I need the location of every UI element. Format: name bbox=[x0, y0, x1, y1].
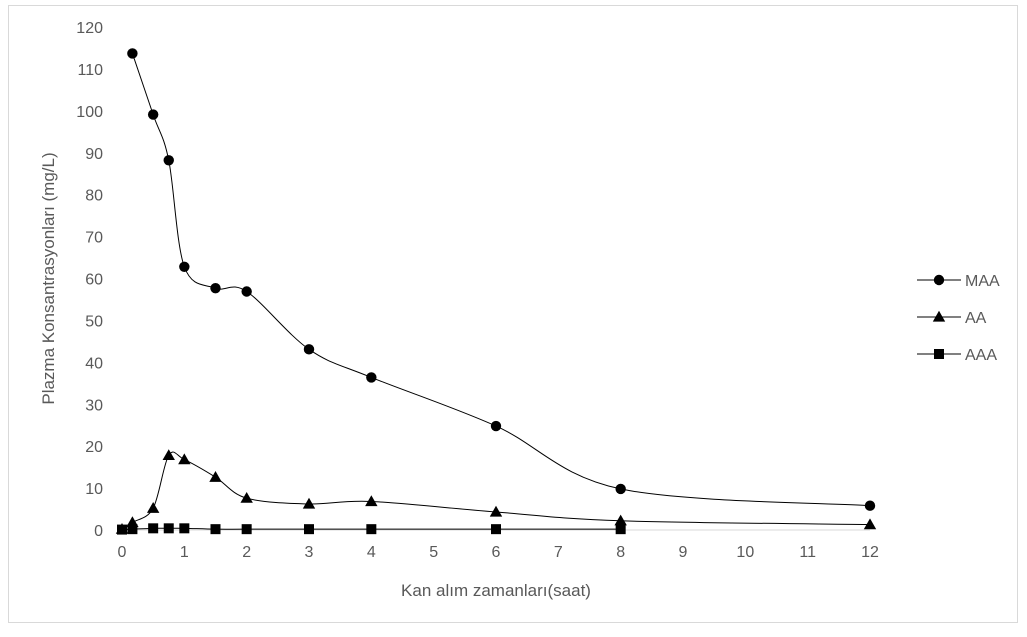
x-tick-label: 5 bbox=[429, 544, 438, 561]
data-point-square bbox=[491, 524, 501, 535]
data-point-square bbox=[366, 524, 377, 535]
data-point-triangle bbox=[240, 491, 253, 503]
legend-marker-square bbox=[934, 349, 944, 359]
data-point-circle bbox=[303, 344, 315, 355]
chart-frame bbox=[8, 5, 1018, 623]
data-point-triangle bbox=[365, 495, 378, 507]
data-point-circle bbox=[147, 109, 159, 120]
axes: 0 1 2 3 4 5 6 7 8 9 10 11 12010203040506070809010011… bbox=[76, 20, 879, 561]
series-layer bbox=[115, 48, 877, 535]
legend-item-maa: MAA bbox=[917, 273, 1000, 290]
y-tick-label: 70 bbox=[85, 230, 103, 247]
legend-item-aa: AA bbox=[917, 310, 987, 327]
x-tick-label: 7 bbox=[554, 544, 563, 561]
data-point-triangle bbox=[302, 497, 316, 509]
y-tick-label: 110 bbox=[77, 62, 103, 79]
y-tick-label: 80 bbox=[85, 188, 103, 205]
y-tick-label: 0 bbox=[94, 523, 103, 540]
x-tick-label: 2 bbox=[242, 544, 251, 561]
data-point-square bbox=[304, 524, 314, 535]
y-tick-label: 40 bbox=[85, 355, 103, 372]
data-point-square bbox=[179, 523, 190, 534]
legend-label: AAA bbox=[965, 347, 997, 364]
legend-label: MAA bbox=[965, 273, 1000, 290]
x-tick-label: 6 bbox=[492, 544, 501, 561]
series-aaa bbox=[117, 523, 626, 535]
x-tick-label: 10 bbox=[736, 544, 754, 561]
data-point-circle bbox=[241, 286, 252, 297]
series-line bbox=[121, 451, 871, 530]
data-point-circle bbox=[366, 372, 377, 383]
data-point-circle bbox=[615, 483, 626, 495]
data-point-circle bbox=[163, 155, 174, 166]
legend-marker-circle bbox=[933, 274, 945, 286]
data-point-circle bbox=[210, 282, 221, 294]
y-tick-label: 120 bbox=[76, 20, 103, 37]
series-line bbox=[131, 53, 871, 507]
legend-item-aaa: AAA bbox=[917, 347, 997, 364]
legend-label: AA bbox=[965, 310, 987, 327]
data-point-square bbox=[117, 524, 127, 535]
series-maa bbox=[127, 48, 876, 511]
x-tick-label: 4 bbox=[367, 544, 376, 561]
data-point-square bbox=[241, 524, 252, 535]
data-point-square bbox=[148, 523, 159, 534]
x-tick-label: 0 bbox=[118, 544, 127, 561]
y-tick-label: 30 bbox=[85, 397, 103, 414]
data-point-square bbox=[163, 523, 174, 534]
y-tick-label: 20 bbox=[85, 439, 103, 456]
data-point-triangle bbox=[209, 470, 222, 482]
data-point-square bbox=[127, 524, 138, 535]
series-aa bbox=[115, 449, 877, 534]
data-point-triangle bbox=[863, 518, 877, 530]
data-point-square bbox=[210, 524, 221, 535]
y-tick-label: 100 bbox=[76, 104, 103, 121]
data-point-circle bbox=[179, 261, 190, 272]
y-tick-label: 10 bbox=[85, 481, 103, 498]
y-axis-title: Plazma Konsantrasyonları (mg/L) bbox=[39, 152, 58, 404]
x-axis-title: Kan alım zamanları(saat) bbox=[401, 581, 591, 600]
y-tick-label: 50 bbox=[85, 313, 103, 330]
x-tick-label: 8 bbox=[616, 544, 625, 561]
data-point-triangle bbox=[178, 453, 191, 465]
data-point-triangle bbox=[489, 505, 503, 517]
x-tick-label: 12 bbox=[861, 544, 879, 561]
y-tick-label: 60 bbox=[85, 272, 103, 289]
x-tick-label: 11 bbox=[799, 544, 816, 561]
x-tick-label: 3 bbox=[305, 544, 314, 561]
data-point-square bbox=[615, 524, 626, 535]
legend-marker-triangle bbox=[932, 310, 946, 322]
data-point-triangle bbox=[162, 449, 175, 461]
data-point-circle bbox=[127, 48, 138, 59]
y-tick-label: 90 bbox=[85, 146, 103, 163]
data-point-circle bbox=[864, 500, 876, 511]
x-tick-label: 9 bbox=[679, 544, 688, 561]
data-point-triangle bbox=[614, 514, 627, 526]
data-point-triangle bbox=[146, 502, 160, 513]
x-tick-label: 1 bbox=[180, 544, 189, 561]
data-point-circle bbox=[490, 420, 502, 432]
